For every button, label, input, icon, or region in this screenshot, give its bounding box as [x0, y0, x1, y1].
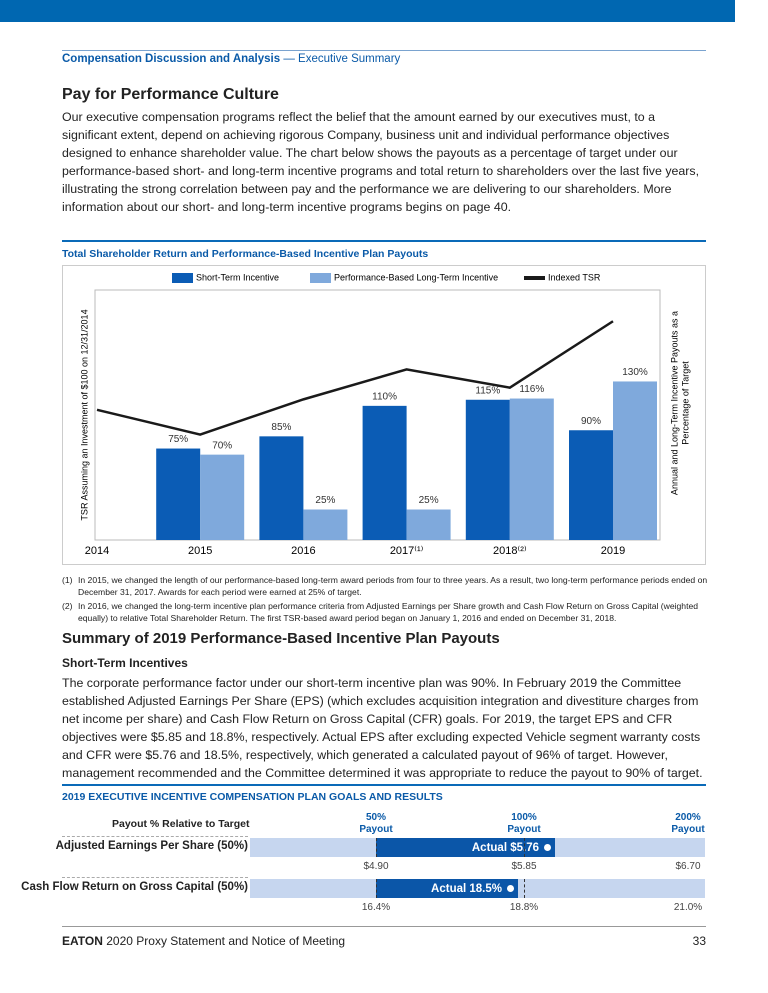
header: Compensation Discussion and Analysis — E… [62, 53, 400, 65]
legend-swatch [310, 273, 331, 283]
footnote: (2) In 2016, we changed the long-term inc… [62, 600, 712, 624]
column-pct: 100% [511, 812, 537, 823]
data-label: 85% [271, 422, 291, 433]
x-tick-label: 2014 [85, 545, 109, 557]
legend-swatch [172, 273, 193, 283]
actual-label: Actual 18.5% [431, 882, 502, 895]
bar [509, 398, 554, 540]
heading: Summary of 2019 Performance-Based Incent… [62, 630, 500, 647]
tick-label: $6.70 [675, 861, 701, 872]
legend-label: Short-Term Incentive [196, 272, 279, 282]
brand: EATON [62, 934, 103, 948]
y2-axis-label: Percentage of Target [680, 361, 690, 445]
divider [62, 877, 248, 878]
legend-label: Indexed TSR [548, 272, 601, 282]
subsection: — Executive Summary [283, 53, 401, 65]
table-title: 2019 EXECUTIVE INCENTIVE COMPENSATION PL… [62, 791, 443, 803]
bar [406, 509, 451, 540]
bar [465, 399, 510, 540]
footnote-marker: (1) [62, 575, 73, 585]
data-label: 115% [475, 385, 500, 396]
bar [156, 448, 201, 540]
data-label: 25% [315, 495, 335, 506]
chart-title: Total Shareholder Return and Performance… [62, 248, 429, 260]
line [96, 320, 614, 436]
column-head: 100% Payout [494, 812, 554, 836]
actual-dot [507, 885, 514, 892]
marker-line [524, 838, 525, 857]
tick-label: $5.85 [511, 861, 537, 872]
column-label: Payout [359, 824, 393, 835]
bar [362, 405, 407, 540]
column-label: Payout [507, 824, 541, 835]
header-rule [62, 50, 706, 51]
data-label: 90% [581, 416, 601, 427]
bar [200, 454, 245, 540]
footnote-marker: (2) [62, 601, 73, 611]
chart: 2014 2015 2016 2017⁽¹⁾ 2018⁽²⁾ 2019 TSR Assumi… [62, 265, 706, 565]
divider [62, 836, 248, 837]
marker-line [376, 838, 377, 857]
column-pct: 200% [675, 812, 701, 823]
rule [62, 784, 706, 786]
footnote: (1) In 2015, we changed the length of our… [62, 574, 712, 598]
footnotes: (1) In 2015, we changed the length of our… [62, 574, 712, 626]
marker-line [524, 879, 525, 898]
column-header: Payout % Relative to Target [112, 818, 250, 830]
footer: EATON 2020 Proxy Statement and Notice of… [62, 934, 345, 948]
column-head: 50% Payout [346, 812, 406, 836]
actual-label: Actual $5.76 [471, 841, 539, 854]
subheading: Short-Term Incentives [62, 656, 188, 670]
actual-bar: Actual $5.76 [376, 838, 555, 857]
footer-text: 2020 Proxy Statement and Notice of Meeti… [106, 934, 346, 948]
paragraph: Our executive compensation programs refl… [62, 110, 700, 214]
section: Compensation Discussion and Analysis [62, 53, 281, 65]
column-pct: 50% [365, 812, 386, 823]
x-tick-label: 2015 [188, 545, 212, 557]
x-tick-label: 2017⁽¹⁾ [390, 545, 424, 557]
data-label: 75% [168, 434, 188, 445]
top-band [0, 0, 735, 22]
footnote-text: In 2015, we changed the length of our pe… [78, 575, 708, 597]
footer-rule [62, 926, 706, 927]
legend-swatch [524, 276, 545, 280]
rule [62, 240, 706, 242]
actual-bar: Actual 18.5% [376, 879, 518, 898]
heading: Pay for Performance Culture [62, 86, 279, 103]
row-label: Cash Flow Return on Gross Capital (50%) [21, 881, 248, 893]
page-number: 33 [692, 934, 706, 948]
data-label: 25% [419, 495, 439, 506]
paragraph: The corporate performance factor under o… [62, 676, 703, 780]
tick-label: 16.4% [361, 902, 391, 913]
data-label: 130% [622, 367, 648, 378]
tick-label: 18.8% [509, 902, 539, 913]
x-tick-label: 2018⁽²⁾ [493, 545, 527, 557]
bar [303, 509, 348, 540]
tick-label: $4.90 [363, 861, 389, 872]
data-label: 70% [212, 440, 232, 451]
x-tick-label: 2019 [601, 545, 625, 557]
row-label: Adjusted Earnings Per Share (50%) [55, 840, 248, 852]
bar [259, 436, 304, 540]
actual-dot [544, 844, 551, 851]
column-head: 200% Payout [658, 812, 718, 836]
y-axis-label: TSR Assuming an Investment of $100 on 12… [79, 309, 89, 520]
tick-label: 21.0% [673, 902, 703, 913]
marker-line [376, 879, 377, 898]
bar [569, 430, 613, 540]
data-label: 116% [519, 384, 544, 395]
footnote-text: In 2016, we changed the long-term incent… [78, 601, 699, 623]
bar [613, 381, 657, 540]
legend-label: Performance-Based Long-Term Incentive [334, 272, 498, 282]
data-label: 110% [372, 391, 397, 402]
x-tick-label: 2016 [291, 545, 315, 557]
column-label: Payout [671, 824, 705, 835]
y2-axis-label: Annual and Long-Term Incentive Payouts a… [669, 311, 679, 495]
